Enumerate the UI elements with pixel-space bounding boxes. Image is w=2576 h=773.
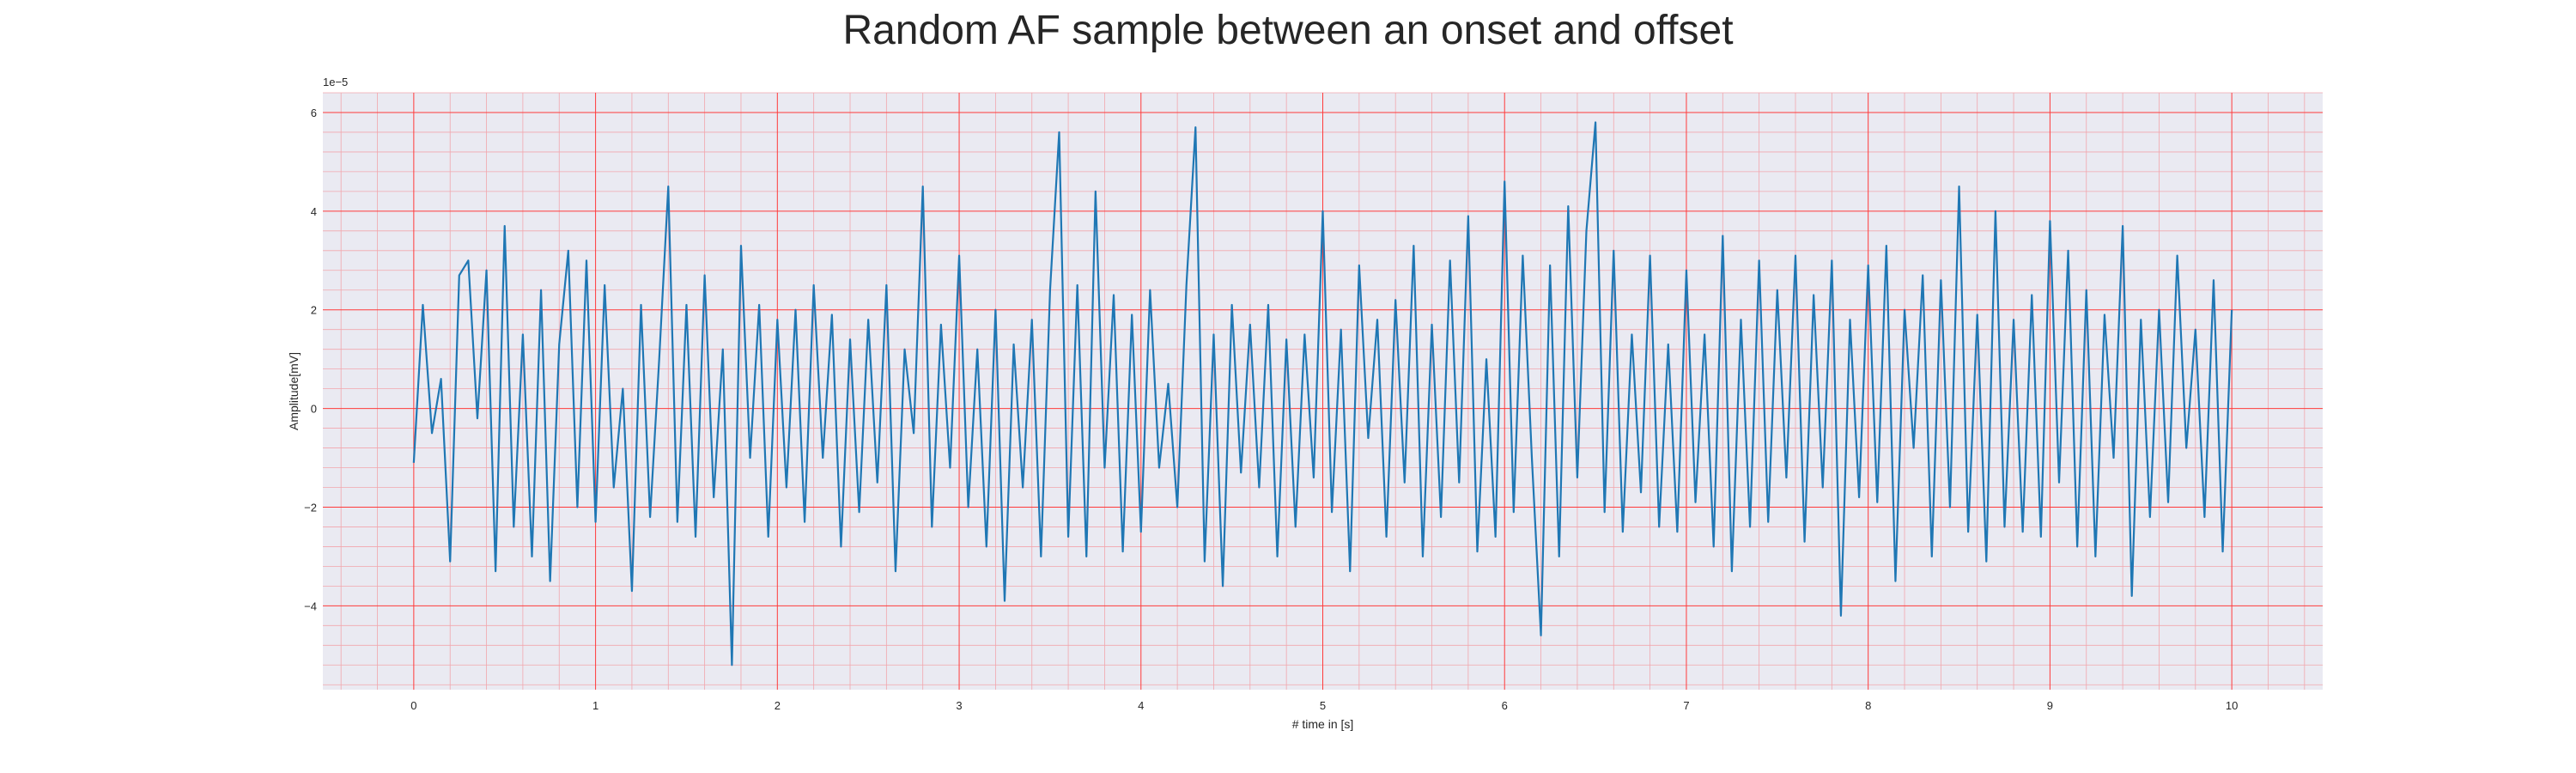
x-axis-ticks: 0 1 2 3 4 5 6 7 8 9 10 [410, 699, 2238, 712]
x-tick-label: 1 [592, 699, 598, 712]
y-tick-label: 2 [311, 304, 317, 317]
y-tick-label: −4 [304, 600, 317, 612]
y-tick-label: −2 [304, 501, 317, 514]
y-axis-label: Amplitude[mV] [287, 352, 301, 430]
x-tick-label: 3 [956, 699, 962, 712]
y-axis-ticks: −4 −2 0 2 4 6 [304, 107, 317, 612]
series-line [412, 121, 2233, 666]
x-tick-label: 2 [775, 699, 781, 712]
x-tick-label: 9 [2047, 699, 2053, 712]
x-tick-label: 4 [1138, 699, 1144, 712]
y-tick-label: 6 [311, 107, 317, 119]
x-axis-label: # time in [s] [1292, 717, 1354, 731]
x-tick-label: 6 [1502, 699, 1508, 712]
y-tick-label: 0 [311, 403, 317, 416]
x-tick-label: 0 [410, 699, 416, 712]
x-tick-label: 5 [1320, 699, 1326, 712]
x-tick-label: 10 [2226, 699, 2238, 712]
y-offset-label: 1e−5 [323, 76, 348, 88]
x-tick-label: 8 [1865, 699, 1871, 712]
x-tick-label: 7 [1683, 699, 1689, 712]
y-tick-label: 4 [311, 205, 317, 218]
chart-title: Random AF sample between an onset and of… [842, 8, 1734, 53]
